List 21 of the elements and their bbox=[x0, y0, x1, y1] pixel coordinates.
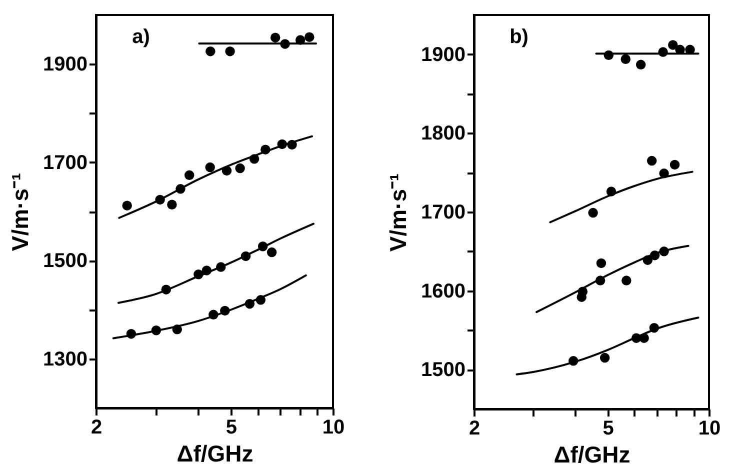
y-tick-label: 1500 bbox=[43, 250, 88, 272]
y-tick-label: 1300 bbox=[43, 348, 88, 370]
y-tick-label: 1700 bbox=[43, 152, 88, 174]
y-tick-label: 1500 bbox=[421, 359, 466, 382]
y-tick-label: 1900 bbox=[421, 44, 466, 66]
x-tick-label: 5 bbox=[226, 416, 237, 438]
y-tick-label: 1700 bbox=[421, 202, 466, 224]
y-axis-title: V/m·s⁻¹ bbox=[7, 172, 34, 252]
x-tick-label: 10 bbox=[322, 416, 345, 438]
y-tick-label: 1800 bbox=[421, 122, 466, 145]
annotation: a) bbox=[132, 26, 150, 48]
y-axis-title: V/m·s⁻¹ bbox=[385, 173, 412, 252]
x-tick-label: 2 bbox=[90, 416, 102, 438]
x-axis-title: Δf/GHz bbox=[554, 442, 630, 464]
y-tick-label: 1600 bbox=[421, 280, 466, 302]
x-tick-label: 5 bbox=[602, 418, 614, 440]
x-axis-title: Δf/GHz bbox=[176, 440, 254, 464]
x-tick-label: 2 bbox=[468, 418, 480, 440]
annotation: b) bbox=[510, 26, 528, 48]
y-tick-label: 1900 bbox=[43, 54, 88, 76]
x-tick-label: 10 bbox=[698, 418, 721, 440]
